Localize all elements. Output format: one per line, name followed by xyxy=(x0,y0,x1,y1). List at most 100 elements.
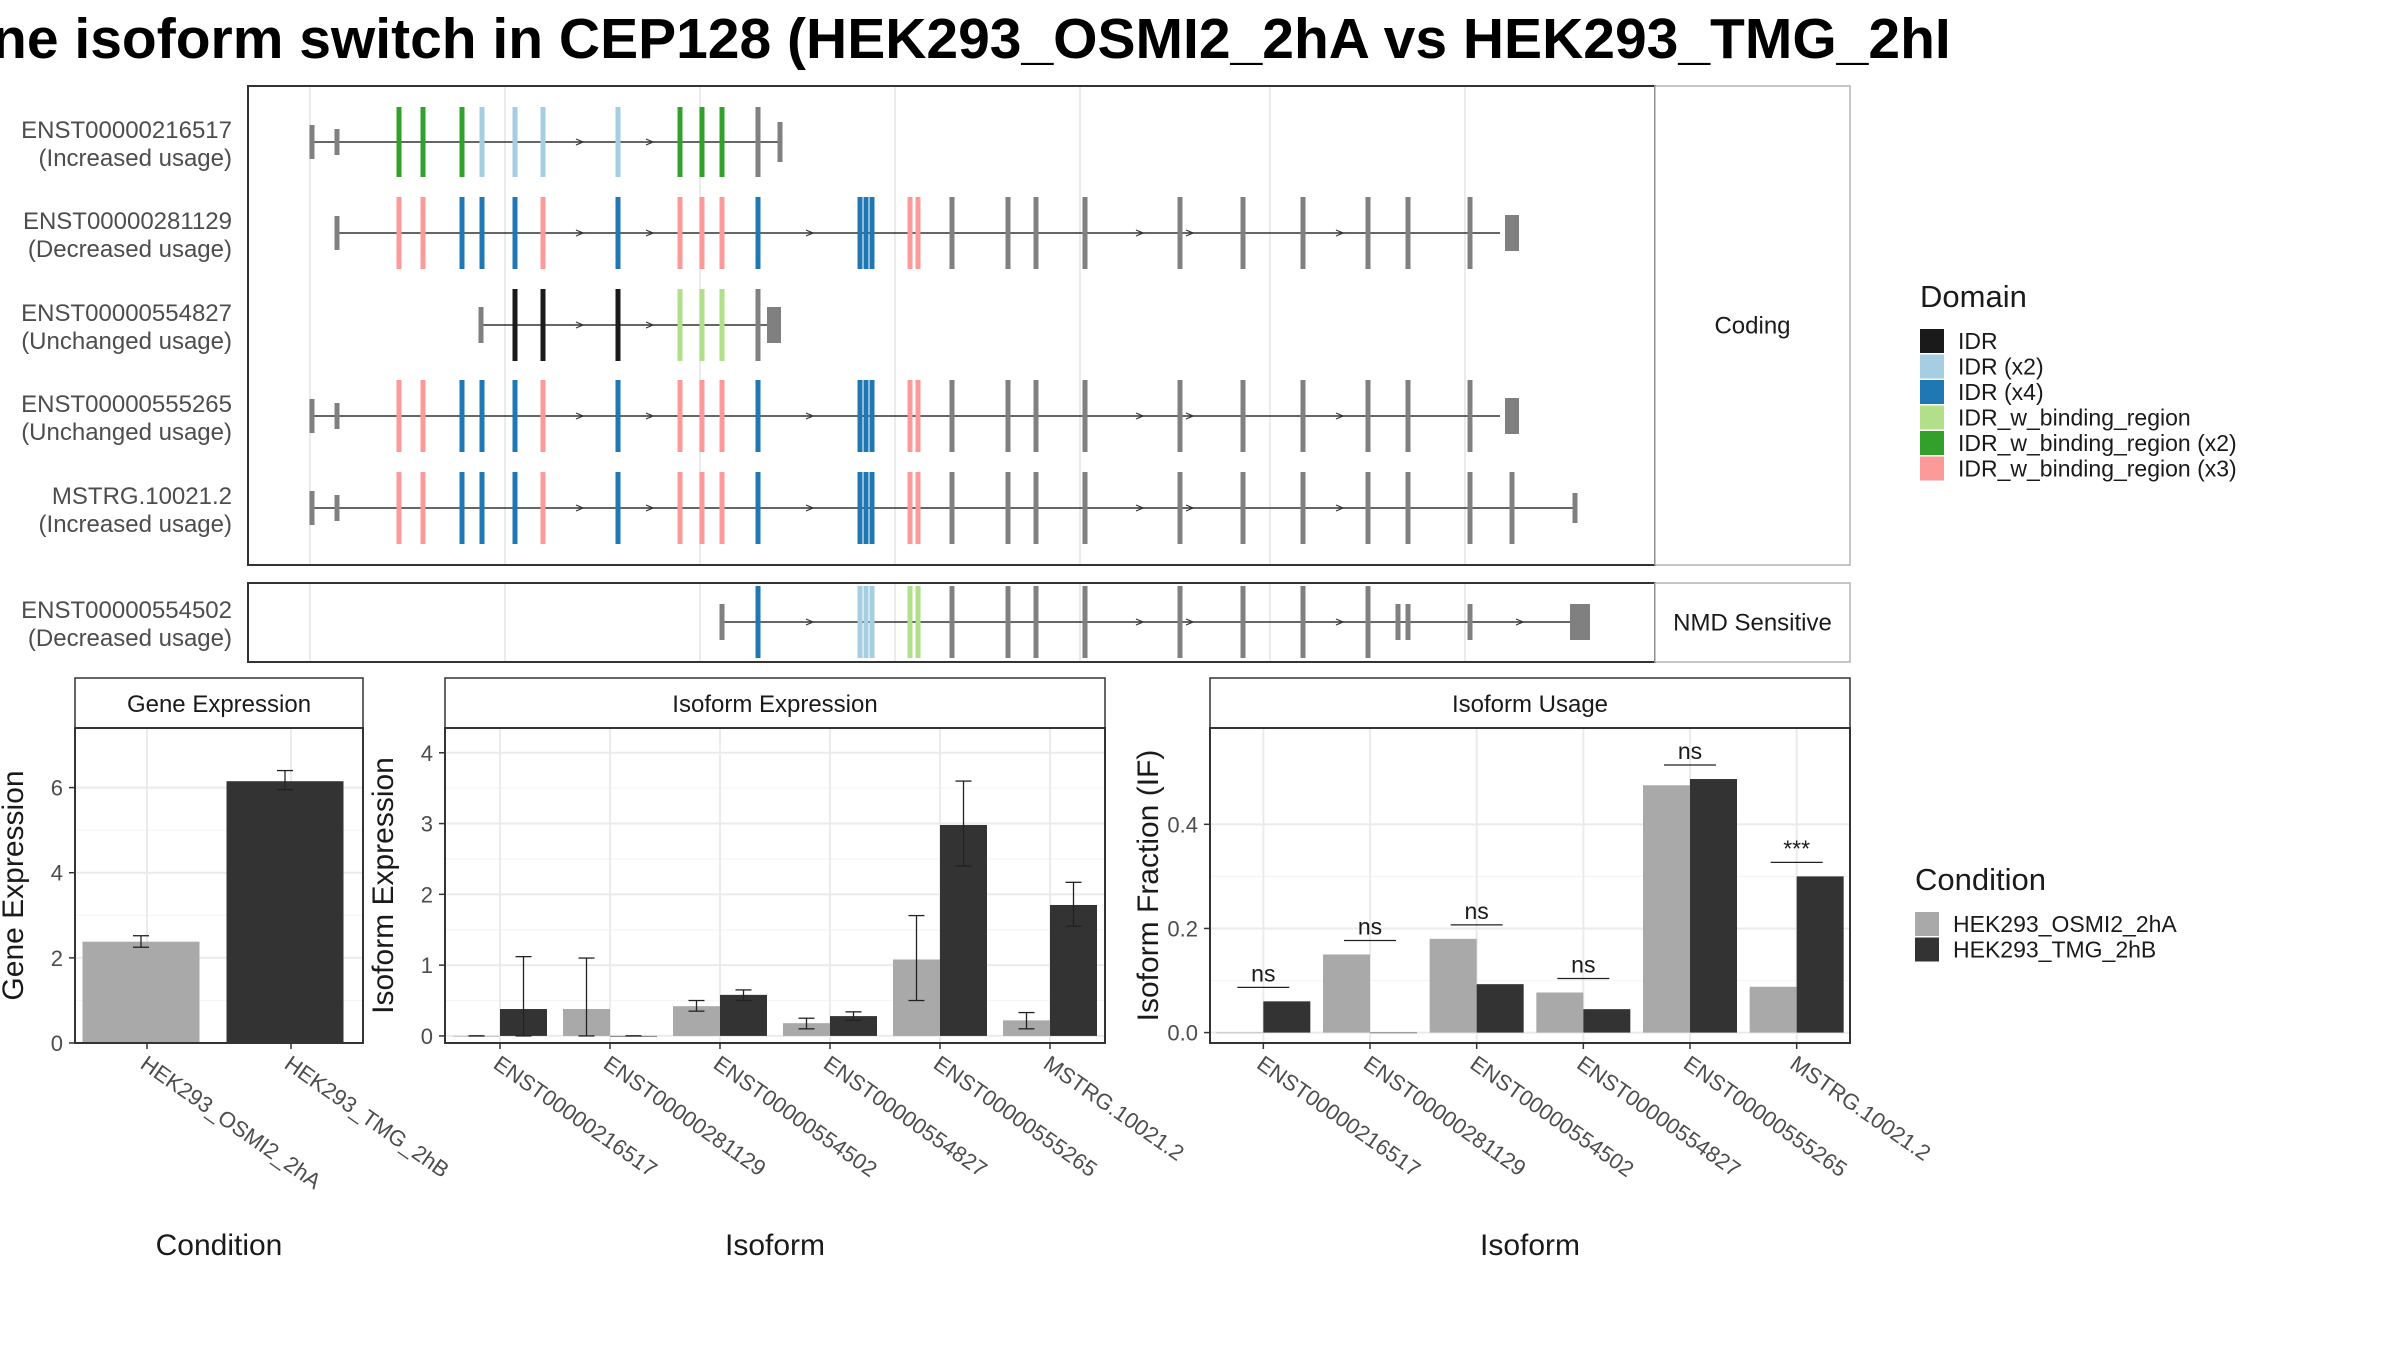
exon xyxy=(1365,586,1371,658)
exon xyxy=(512,107,518,177)
domain-legend-label: IDR (x2) xyxy=(1958,354,2044,380)
exon xyxy=(699,289,705,361)
strand-arrow xyxy=(805,229,815,237)
strand-arrow xyxy=(645,412,655,420)
exon xyxy=(1505,215,1519,251)
exon xyxy=(1505,398,1519,434)
domain-legend-label: IDR (x4) xyxy=(1958,379,2044,405)
isoform-usage-label: (Decreased usage) xyxy=(28,625,232,652)
strand-arrow xyxy=(575,412,585,420)
exon xyxy=(1240,380,1246,452)
significance-label: ns xyxy=(1678,738,1702,764)
exon xyxy=(1033,197,1039,269)
exon xyxy=(915,472,921,544)
strand-arrow xyxy=(645,321,655,329)
condition-legend-title: Condition xyxy=(1915,862,2046,897)
exon xyxy=(699,107,705,177)
exon xyxy=(1082,472,1088,544)
exon xyxy=(719,604,725,640)
y-axis-title: Isoform Fraction (IF) xyxy=(1132,750,1165,1022)
exon xyxy=(396,197,402,269)
exon xyxy=(1300,586,1306,658)
significance-label: ns xyxy=(1358,913,1382,939)
strand-arrow xyxy=(805,504,815,512)
exon xyxy=(478,307,484,343)
exon xyxy=(512,289,518,361)
bar xyxy=(720,994,767,1036)
y-tick-label: 0.2 xyxy=(1167,916,1198,941)
exon xyxy=(869,472,875,544)
exon xyxy=(396,107,402,177)
exon xyxy=(767,307,781,343)
exon xyxy=(907,586,913,658)
facet-strip xyxy=(1654,582,1851,663)
y-tick-label: 0.4 xyxy=(1167,812,1198,837)
exon xyxy=(755,197,761,269)
exon xyxy=(857,380,863,452)
domain-legend-label: IDR_w_binding_region (x3) xyxy=(1958,456,2237,482)
y-axis-title: Isoform Expression xyxy=(367,757,400,1014)
exon xyxy=(1467,604,1473,640)
panel-title: Gene Expression xyxy=(127,691,311,718)
exon xyxy=(459,472,465,544)
isoform-usage-label: (Decreased usage) xyxy=(28,236,232,263)
exon xyxy=(309,399,315,433)
exon xyxy=(915,197,921,269)
exon xyxy=(1033,586,1039,658)
exon xyxy=(459,380,465,452)
exon xyxy=(1005,197,1011,269)
panel-title-strip xyxy=(74,677,364,729)
domain-legend-key xyxy=(1920,405,1944,430)
exon xyxy=(479,197,485,269)
condition-legend-key xyxy=(1915,937,1939,962)
condition-legend-label: HEK293_OSMI2_2hA xyxy=(1953,911,2177,937)
exon xyxy=(1177,472,1183,544)
exon xyxy=(1300,380,1306,452)
facet-strip xyxy=(1654,85,1851,566)
strand-arrow xyxy=(1135,618,1145,626)
strand-arrow xyxy=(1135,504,1145,512)
exon xyxy=(949,197,955,269)
strand-arrow xyxy=(1335,618,1345,626)
strand-arrow xyxy=(1135,412,1145,420)
bar xyxy=(1429,938,1477,1033)
exon xyxy=(1467,472,1473,544)
exon xyxy=(719,197,725,269)
exon xyxy=(755,289,761,361)
y-tick-label: 0 xyxy=(421,1024,433,1049)
y-tick-label: 2 xyxy=(51,946,63,971)
exon xyxy=(334,403,340,429)
exon xyxy=(1240,197,1246,269)
exon xyxy=(420,107,426,177)
isoform-usage-label: (Increased usage) xyxy=(39,145,232,172)
exon xyxy=(1467,197,1473,269)
isoform-usage-label: (Increased usage) xyxy=(39,511,232,538)
strand-arrow xyxy=(645,138,655,146)
exon xyxy=(420,380,426,452)
exon xyxy=(699,197,705,269)
domain-legend-key xyxy=(1920,329,1944,353)
exon xyxy=(907,472,913,544)
exon xyxy=(777,122,783,162)
bar xyxy=(1476,984,1524,1033)
exon xyxy=(755,380,761,452)
condition-legend-label: HEK293_TMG_2hB xyxy=(1953,937,2156,963)
exon xyxy=(677,197,683,269)
exon xyxy=(334,129,340,155)
exon xyxy=(915,586,921,658)
y-axis-title: Gene Expression xyxy=(0,770,30,1000)
exon xyxy=(869,586,875,658)
x-axis-title: Isoform xyxy=(725,1229,825,1262)
plot-border xyxy=(1209,727,1851,1044)
strand-arrow xyxy=(1185,229,1195,237)
significance-label: *** xyxy=(1783,835,1810,861)
exon xyxy=(863,380,869,452)
domain-legend-label: IDR_w_binding_region (x2) xyxy=(1958,430,2237,456)
exon xyxy=(907,197,913,269)
strand-arrow xyxy=(575,321,585,329)
isoform-label: ENST00000554502 xyxy=(21,597,232,624)
exon xyxy=(615,197,621,269)
exon xyxy=(1240,472,1246,544)
x-axis-title: Isoform xyxy=(1480,1229,1580,1262)
exon xyxy=(755,586,761,658)
